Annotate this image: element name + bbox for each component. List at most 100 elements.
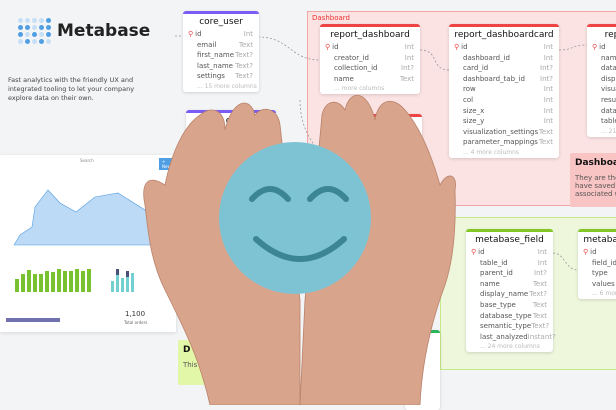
column-name: dashboard_tab_id: [463, 74, 525, 83]
column-name: visua: [601, 85, 616, 94]
column-row[interactable]: type: [578, 268, 616, 279]
more-columns-link[interactable]: ... 4 more columns: [463, 148, 520, 156]
more-columns-link[interactable]: ... more columns: [334, 85, 385, 93]
card-title: metabas: [583, 235, 616, 245]
column-type: Int: [243, 30, 253, 38]
column-name: parameter_mappings: [463, 138, 538, 147]
column-type: Int: [543, 85, 553, 94]
column-row[interactable]: visua: [587, 84, 616, 95]
column-type: Text?: [235, 51, 253, 60]
column-type: Int: [543, 43, 553, 51]
column-name: card_id: [463, 64, 489, 73]
column-type: Text: [532, 311, 547, 320]
column-type: Int: [404, 53, 414, 62]
table-card-report-dashboard[interactable]: report_dashboard ⚲ id Int creator_id Int colle…: [320, 24, 420, 95]
column-row[interactable]: ⚲id: [587, 42, 616, 53]
column-row[interactable]: name Text: [466, 279, 553, 290]
table-card-core-user[interactable]: core_user ⚲ id Int email Text first_name Text? l…: [183, 11, 259, 92]
column-row[interactable]: ⚲ id Int: [183, 29, 259, 40]
column-row[interactable]: ⚲ id Int: [320, 42, 420, 53]
column-type: Text?: [529, 290, 547, 299]
card-title: rep: [604, 30, 616, 40]
key-icon: ⚲: [471, 248, 477, 256]
column-row[interactable]: creator_id Int: [320, 53, 420, 64]
key-icon: ⚲: [188, 30, 194, 38]
column-row[interactable]: settings Text?: [183, 71, 259, 82]
column-name: semantic_type: [480, 322, 532, 331]
tagline: Fast analytics with the friendly UX and …: [8, 76, 135, 102]
column-name: name: [601, 53, 616, 62]
more-columns-link[interactable]: ... 6 mor: [592, 290, 616, 298]
column-row[interactable]: displ: [587, 74, 616, 85]
table-card-metabase-field[interactable]: metabase_field ⚲ id Int table_id Int parent_id…: [466, 229, 556, 353]
key-icon: ⚲: [454, 43, 460, 51]
column-row[interactable]: field_id: [578, 258, 616, 269]
metric-label: Total orders: [124, 320, 148, 325]
column-row[interactable]: last_analyzed Instant?: [466, 332, 556, 343]
card-title: metabase_field: [475, 235, 544, 245]
column-type: Instant?: [527, 332, 556, 341]
column-type: Text?: [235, 72, 253, 81]
column-name: resul: [601, 95, 616, 104]
column-row[interactable]: resul: [587, 95, 616, 106]
more-columns-link[interactable]: ... 24 more columns: [480, 343, 540, 351]
column-type: Int?: [540, 74, 553, 83]
column-row[interactable]: parameter_mappings Text: [449, 137, 559, 148]
column-type: Int: [537, 258, 547, 267]
column-row[interactable]: table_id Int: [466, 258, 553, 269]
column-row[interactable]: base_type Text: [466, 300, 553, 311]
column-row[interactable]: last_name Text?: [183, 61, 259, 72]
column-row[interactable]: dashboard_tab_id Int?: [449, 74, 559, 85]
column-name: name: [334, 74, 354, 83]
table-card-report-card[interactable]: rep ⚲id name datasdispl visuaresul datab table…: [587, 24, 616, 137]
table-card-report-dashboardcard[interactable]: report_dashboardcard ⚲ id Int dashboard_id In…: [449, 24, 559, 158]
column-name: email: [197, 40, 217, 49]
column-name: ⚲id: [592, 43, 606, 51]
column-row[interactable]: datas: [587, 63, 616, 74]
column-type: Int?: [401, 64, 414, 73]
metabase-logo: Metabase: [18, 18, 150, 44]
column-type: Text: [532, 279, 547, 288]
column-row[interactable]: datab: [587, 106, 616, 117]
column-type: Int?: [534, 269, 547, 278]
column-name: table_id: [480, 258, 508, 267]
column-row[interactable]: ⚲ id Int: [449, 42, 559, 53]
more-columns-link[interactable]: ... 15 more columns: [197, 82, 257, 90]
column-name: dashboard_id: [463, 53, 510, 62]
column-row[interactable]: visualization_settings Text: [449, 127, 559, 138]
metric-value: 1,100: [125, 310, 146, 318]
column-name: row: [463, 85, 476, 94]
column-row[interactable]: dashboard_id Int: [449, 53, 559, 64]
column-name: ⚲id: [325, 43, 339, 51]
column-row[interactable]: collection_id Int?: [320, 63, 420, 74]
column-row[interactable]: table: [587, 116, 616, 127]
column-row[interactable]: name: [587, 53, 616, 64]
column-name: base_type: [480, 300, 516, 309]
column-row[interactable]: parent_id Int?: [466, 268, 553, 279]
column-row[interactable]: size_x Int: [449, 106, 559, 117]
column-row[interactable]: name Text: [320, 74, 420, 85]
column-row[interactable]: col Int: [449, 95, 559, 106]
column-name: col: [463, 95, 474, 104]
column-row[interactable]: ⚲ id Int: [466, 247, 553, 258]
more-columns-link[interactable]: ... 21: [601, 127, 616, 135]
column-row[interactable]: size_y Int: [449, 116, 559, 127]
column-type: Text: [532, 300, 547, 309]
column-name: creator_id: [334, 53, 369, 62]
column-type: Int: [543, 53, 553, 62]
brand-name: Metabase: [57, 21, 151, 41]
column-row[interactable]: first_name Text?: [183, 50, 259, 61]
column-row[interactable]: row Int: [449, 84, 559, 95]
column-row[interactable]: display_name Text?: [466, 289, 553, 300]
column-type: Int: [537, 248, 547, 256]
column-row[interactable]: ⚲id: [578, 247, 616, 258]
column-name: last_name: [197, 61, 233, 70]
column-row[interactable]: values: [578, 279, 616, 290]
column-row[interactable]: card_id Int?: [449, 63, 559, 74]
column-row[interactable]: database_type Text: [466, 311, 553, 322]
column-name: parent_id: [480, 269, 513, 278]
column-row[interactable]: email Text: [183, 40, 259, 51]
column-row[interactable]: semantic_type Text?: [466, 321, 553, 332]
